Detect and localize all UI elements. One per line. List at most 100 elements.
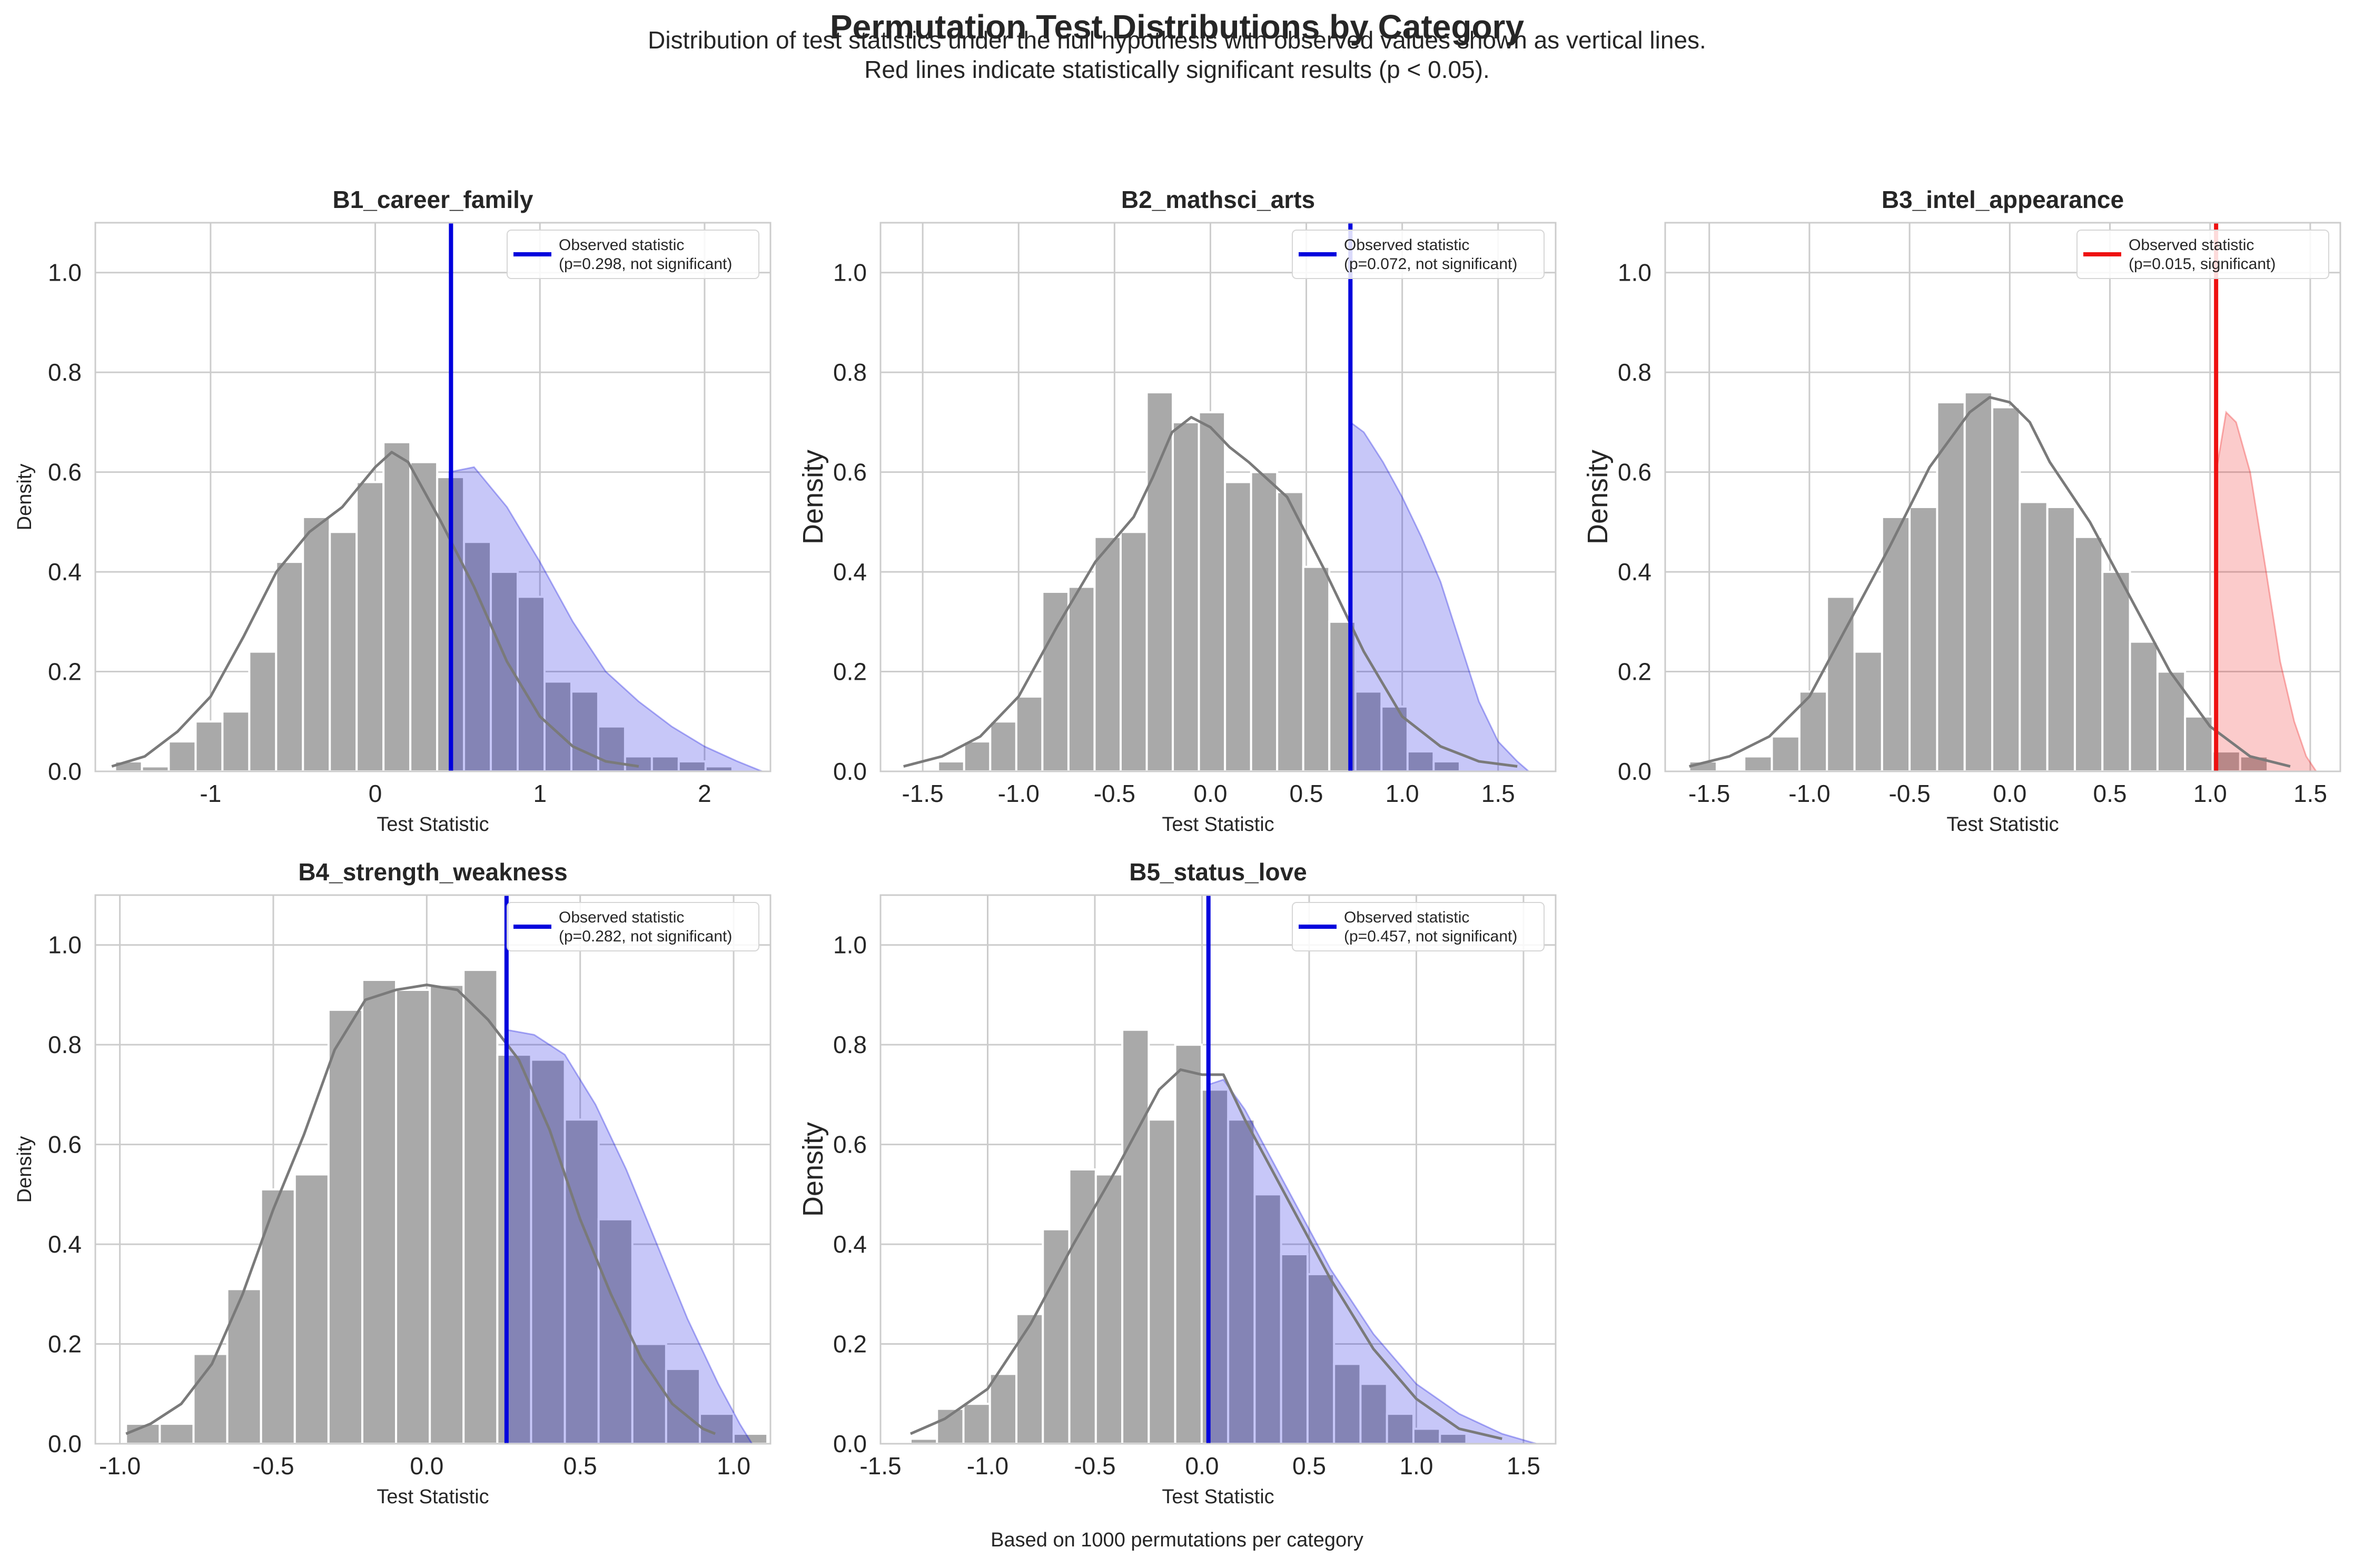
histogram-bar (1172, 421, 1200, 771)
tail-shaded-area (506, 1028, 753, 1444)
histogram-bar (1148, 1118, 1176, 1444)
y-tick-label: 0.6 (1618, 459, 1651, 486)
subtitle-line-1: Distribution of test statistics under th… (648, 26, 1706, 54)
y-tick-label: 0.0 (1618, 758, 1651, 785)
x-tick-label: -1.0 (998, 780, 1040, 807)
y-tick-label: 0.2 (833, 658, 867, 686)
x-tick-label: 1.5 (1481, 780, 1515, 807)
x-axis-label: Test Statistic (377, 813, 489, 836)
x-tick-label: 1.0 (717, 1452, 750, 1480)
plot-area (1688, 223, 2318, 771)
y-tick-label: 1.0 (48, 931, 82, 959)
figure-title: Permutation Test Distributions by Catego… (829, 8, 1525, 46)
plot-frame (1664, 222, 2341, 772)
histogram-bar (1198, 411, 1227, 771)
y-tick-label: 0.0 (48, 1430, 82, 1457)
panel-2: 0.0 0.2 0.4 0.6 0.8 1.0 -1.5 -1.0 -0.5 0.0 0.5 1.0 1… (797, 186, 1557, 836)
plot-frame (879, 222, 1557, 772)
plot-frame (879, 894, 1557, 1445)
histogram-bar (1333, 1363, 1362, 1444)
plot-area (125, 895, 769, 1444)
x-tick-label: 0.0 (1185, 1452, 1219, 1480)
histogram-bar (1174, 1044, 1203, 1444)
tail-shaded-area (2215, 410, 2318, 771)
panel-title: B5_status_love (1129, 858, 1307, 886)
histogram-bar (665, 1367, 701, 1444)
histogram-bar (597, 1218, 634, 1444)
histogram-bar (395, 988, 431, 1444)
y-tick-label: 0.0 (833, 758, 867, 785)
histogram-bar (462, 969, 499, 1444)
histogram-bar (1991, 406, 2021, 771)
histogram-bar (226, 1288, 262, 1444)
histogram-bar (1432, 760, 1461, 771)
legend-detail: (p=0.282, not significant) (559, 928, 732, 945)
x-tick-label: 0.5 (1292, 1452, 1326, 1480)
histogram-bar (1224, 481, 1252, 771)
histogram-bar (355, 481, 385, 771)
histogram-bar (248, 650, 278, 771)
x-tick-label: -1.5 (859, 1452, 901, 1480)
tail-shaded-area (1349, 420, 1530, 771)
plot-frame (94, 222, 772, 772)
x-tick-label: 0.5 (2093, 780, 2127, 807)
histogram-bar (361, 979, 398, 1444)
legend-detail: (p=0.072, not significant) (1344, 255, 1517, 273)
histogram-bar (1771, 735, 1801, 771)
x-tick-label: -1.0 (1788, 780, 1830, 807)
y-axis-label: Density (14, 1136, 36, 1203)
y-tick-label: 0.4 (1618, 558, 1651, 585)
legend-box (1292, 230, 1545, 279)
x-axis-label: Test Statistic (1162, 813, 1274, 836)
x-axis-label: Test Statistic (1946, 813, 2059, 836)
y-tick-label: 0.6 (48, 459, 82, 486)
x-axis-label: Test Statistic (377, 1486, 489, 1508)
histogram-bar (1015, 1313, 1044, 1444)
histogram-bar (1936, 401, 1966, 771)
legend-box (507, 230, 759, 279)
plot-area (903, 223, 1530, 771)
histogram-bar (1963, 391, 1994, 771)
legend: Observed statistic (p=0.282, not signific… (507, 902, 759, 951)
figure-footnote: Based on 1000 permutations per category (991, 1529, 1363, 1551)
x-tick-label: 0.5 (1290, 780, 1323, 807)
y-tick-label: 1.0 (833, 259, 867, 286)
histogram-bar (1826, 596, 1856, 771)
x-tick-label: -1.5 (902, 780, 943, 807)
histogram-bar (429, 984, 465, 1444)
x-tick-label: 0.0 (410, 1452, 443, 1480)
x-tick-label: -0.5 (1074, 1452, 1115, 1480)
histogram-bar (1302, 565, 1331, 771)
legend-label: Observed statistic (559, 236, 684, 254)
histogram-bar (1908, 505, 1938, 771)
histogram-bar (1145, 391, 1174, 771)
histogram-bar (543, 680, 572, 771)
x-tick-label: -1.0 (967, 1452, 1008, 1480)
x-tick-label: 0.5 (563, 1452, 597, 1480)
kde-curve (909, 1068, 1502, 1440)
y-tick-label: 0.8 (833, 1031, 867, 1058)
legend-label: Observed statistic (559, 909, 684, 926)
histogram-bar (221, 710, 251, 771)
plot-area (111, 223, 763, 771)
kde-curve (903, 415, 1518, 768)
panel-4: 0.0 0.2 0.4 0.6 0.8 1.0 -1.0 -0.5 0.0 0.5 1.0 B4_st… (14, 858, 772, 1508)
histogram-bar (1276, 491, 1304, 771)
legend-detail: (p=0.457, not significant) (1344, 928, 1517, 945)
histogram-bar (1354, 690, 1383, 771)
x-tick-label: -1 (200, 780, 221, 807)
histogram-bar (302, 515, 331, 771)
histogram-bar (2046, 505, 2076, 771)
y-tick-label: 0.0 (48, 758, 82, 785)
y-axis-label: Density (14, 464, 36, 531)
x-tick-label: 0.0 (1193, 780, 1227, 807)
y-tick-label: 0.2 (833, 1331, 867, 1358)
histogram-bar (1853, 650, 1883, 771)
tail-shaded-area (448, 466, 763, 771)
histogram-bar (2184, 715, 2214, 771)
y-axis-label: Density (797, 450, 829, 544)
histogram-bar (1406, 750, 1435, 771)
legend-label: Observed statistic (1344, 236, 1469, 254)
x-tick-label: -0.5 (1094, 780, 1135, 807)
panel-1: 0.0 0.2 0.4 0.6 0.8 1.0 -1 0 1 2 B1_career_family T… (14, 186, 772, 836)
